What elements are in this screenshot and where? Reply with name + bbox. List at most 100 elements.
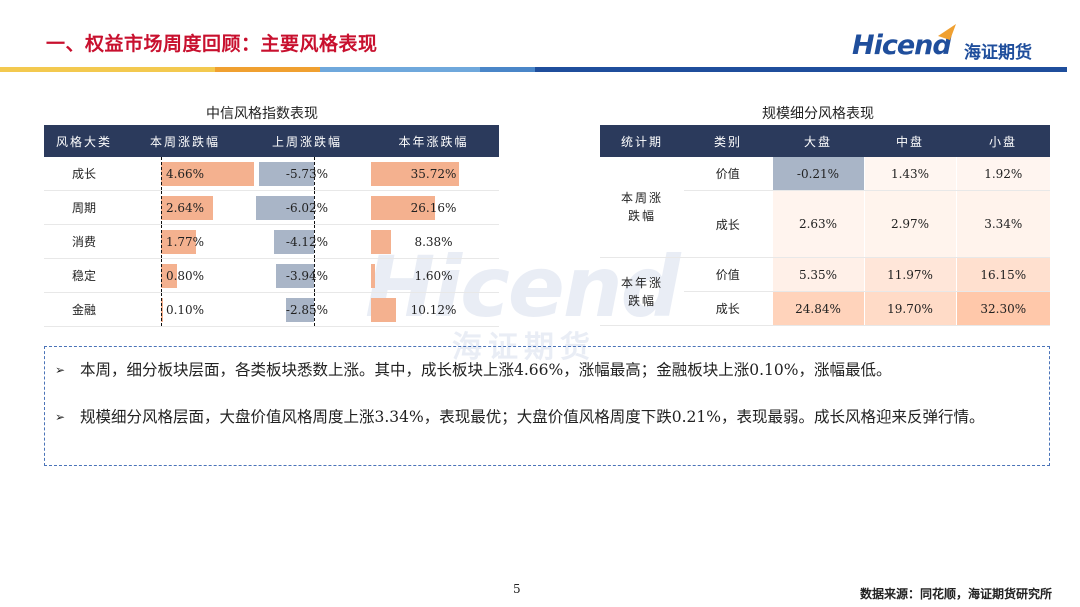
style-name-cell: 成长 (44, 157, 124, 191)
value-cell: -6.02% (246, 190, 368, 225)
logo-swoosh-icon (938, 24, 956, 40)
table-row: 成长 2.63% 2.97% 3.34% (600, 190, 1050, 258)
value-text: 1.77% (165, 234, 205, 249)
table-row: 成长 4.66% -5.73% 35.72% (44, 157, 499, 191)
header-stripe-yellow (0, 67, 215, 72)
zero-axis (160, 157, 162, 190)
zero-axis (313, 157, 315, 190)
value-cell: -3.94% (246, 258, 368, 293)
value-bar (286, 298, 314, 322)
heat-cell: 2.63% (771, 190, 864, 258)
arrow-bullet-icon: ➢ (55, 410, 66, 424)
note-text: 规模细分风格层面，大盘价值风格周度上涨3.34%，表现最优；大盘价值风格周度下跌… (80, 408, 985, 426)
value-bar (370, 264, 375, 288)
table-row: 成长 24.84% 19.70% 32.30% (600, 291, 1050, 326)
value-bar (370, 162, 459, 186)
heat-cell: 1.92% (955, 157, 1050, 191)
heat-cell: 19.70% (863, 291, 956, 326)
header-stripe-navy (535, 67, 1067, 72)
style-name-cell: 周期 (44, 190, 124, 225)
value-cell: 26.16% (368, 190, 499, 225)
category-cell: 成长 (684, 190, 772, 258)
value-bar (160, 230, 196, 254)
left-table-caption: 中信风格指数表现 (206, 106, 318, 122)
zero-axis (313, 293, 315, 326)
value-bar (370, 298, 396, 322)
value-cell: 2.64% (124, 190, 246, 225)
table-row: 本周涨跌幅 价值 -0.21% 1.43% 1.92% (600, 157, 1050, 258)
heat-cell: 2.97% (863, 190, 956, 258)
value-bar (160, 162, 254, 186)
value-cell: -4.12% (246, 224, 368, 259)
zero-axis (160, 191, 162, 224)
value-bar (258, 162, 314, 186)
period-cell: 本年涨跌幅 (600, 257, 684, 326)
value-text: -3.94% (285, 268, 329, 283)
style-name-cell: 消费 (44, 224, 124, 259)
note-text: 本周，细分板块层面，各类板块悉数上涨。其中，成长板块上涨4.66%，涨幅最高；金… (80, 361, 892, 379)
value-bar (255, 196, 314, 220)
heat-cell: 11.97% (863, 257, 956, 292)
heat-cell: 24.84% (771, 291, 864, 326)
heat-cell: 32.30% (955, 291, 1050, 326)
header-cell: 风格大类 (44, 125, 124, 157)
value-cell: 35.72% (368, 157, 499, 191)
heat-cell: 16.15% (955, 257, 1050, 292)
value-cell: 10.12% (368, 292, 499, 327)
value-bar (275, 264, 314, 288)
value-cell: 1.60% (368, 258, 499, 293)
citic-style-table: 风格大类 本周涨跌幅 上周涨跌幅 本年涨跌幅 成长 4.66% -5.73% 35.7… (44, 125, 499, 327)
period-cell: 本周涨跌幅 (600, 157, 684, 258)
value-cell: 0.10% (124, 292, 246, 327)
style-name-cell: 金融 (44, 292, 124, 327)
size-style-table: 统计期 类别 大盘 中盘 小盘 本周涨跌幅 价值 -0.21% 1.43% 1.92% 成… (600, 125, 1050, 326)
heat-cell: 5.35% (771, 257, 864, 292)
header-cell: 上周涨跌幅 (246, 125, 368, 157)
value-text: 26.16% (410, 200, 457, 215)
category-cell: 价值 (684, 157, 772, 191)
value-bar (160, 298, 163, 322)
value-text: 2.64% (165, 200, 205, 215)
summary-box: ➢ 本周，细分板块层面，各类板块悉数上涨。其中，成长板块上涨4.66%，涨幅最高… (44, 346, 1050, 466)
arrow-bullet-icon: ➢ (55, 363, 66, 377)
header-cell: 本周涨跌幅 (124, 125, 246, 157)
header-stripe-blue (480, 67, 535, 72)
heat-cell: 1.43% (863, 157, 956, 191)
table-row: 本年涨跌幅 价值 5.35% 11.97% 16.15% (600, 257, 1050, 326)
value-bar (160, 264, 177, 288)
summary-note: ➢ 规模细分风格层面，大盘价值风格周度上涨3.34%，表现最优；大盘价值风格周度… (55, 402, 1045, 432)
header-cell: 统计期 (600, 125, 684, 157)
header-cell: 中盘 (864, 125, 956, 157)
logo-text-cn: 海证期货 (964, 43, 1032, 63)
table-row: 消费 1.77% -4.12% 8.38% (44, 224, 499, 259)
value-text: 10.12% (410, 302, 457, 317)
value-text: -6.02% (285, 200, 329, 215)
value-text: 0.80% (165, 268, 205, 283)
category-cell: 价值 (684, 257, 772, 292)
value-cell: 4.66% (124, 157, 254, 191)
value-cell: 0.80% (124, 258, 246, 293)
value-cell: -2.85% (246, 292, 368, 327)
header-cell: 大盘 (772, 125, 864, 157)
logo-text-en: Hicend (852, 30, 952, 61)
value-bar (274, 230, 314, 254)
value-text: -4.12% (285, 234, 329, 249)
value-text: -2.85% (285, 302, 329, 317)
page-title: 一、权益市场周度回顾：主要风格表现 (46, 33, 378, 55)
zero-axis (313, 259, 315, 292)
value-text: -5.73% (285, 166, 329, 181)
zero-axis (160, 293, 162, 326)
watermark-logo-cn: 海证期货 (452, 330, 596, 365)
zero-axis (313, 191, 315, 224)
table-row: 稳定 0.80% -3.94% 1.60% (44, 258, 499, 293)
value-bar (370, 196, 436, 220)
heat-cell: 3.34% (955, 190, 1050, 258)
header-stripe-lightblue (320, 67, 480, 72)
data-source: 数据来源：同花顺，海证期货研究所 (859, 587, 1052, 601)
value-text: 8.38% (414, 234, 453, 249)
right-table-caption: 规模细分风格表现 (762, 106, 874, 122)
value-bar (370, 230, 392, 254)
category-cell: 成长 (684, 291, 772, 326)
header-cell: 本年涨跌幅 (368, 125, 499, 157)
header-cell: 类别 (684, 125, 772, 157)
